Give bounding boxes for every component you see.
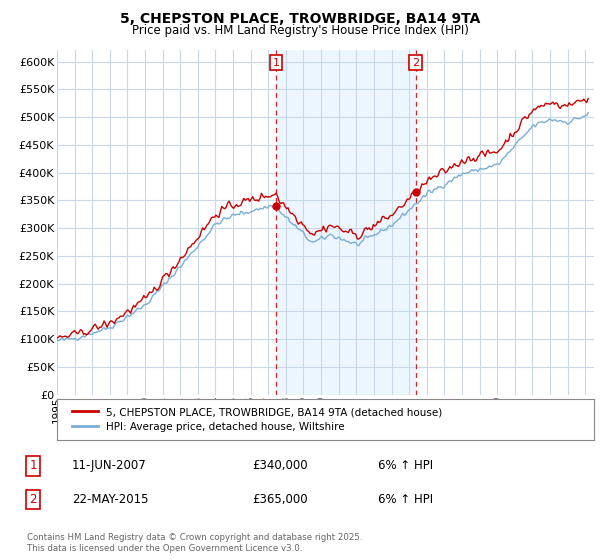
Text: £340,000: £340,000: [252, 459, 308, 473]
Legend: 5, CHEPSTON PLACE, TROWBRIDGE, BA14 9TA (detached house), HPI: Average price, de: 5, CHEPSTON PLACE, TROWBRIDGE, BA14 9TA …: [68, 403, 446, 436]
Text: Contains HM Land Registry data © Crown copyright and database right 2025.
This d: Contains HM Land Registry data © Crown c…: [27, 533, 362, 553]
Text: 6% ↑ HPI: 6% ↑ HPI: [378, 493, 433, 506]
Text: 6% ↑ HPI: 6% ↑ HPI: [378, 459, 433, 473]
Text: 1: 1: [273, 58, 280, 68]
Text: 22-MAY-2015: 22-MAY-2015: [72, 493, 149, 506]
Text: £365,000: £365,000: [252, 493, 308, 506]
Text: 1: 1: [29, 459, 37, 473]
Text: Price paid vs. HM Land Registry's House Price Index (HPI): Price paid vs. HM Land Registry's House …: [131, 24, 469, 36]
Text: 2: 2: [29, 493, 37, 506]
Text: 2: 2: [412, 58, 419, 68]
Bar: [276, 50, 416, 395]
Text: 5, CHEPSTON PLACE, TROWBRIDGE, BA14 9TA: 5, CHEPSTON PLACE, TROWBRIDGE, BA14 9TA: [120, 12, 480, 26]
Text: 11-JUN-2007: 11-JUN-2007: [72, 459, 147, 473]
